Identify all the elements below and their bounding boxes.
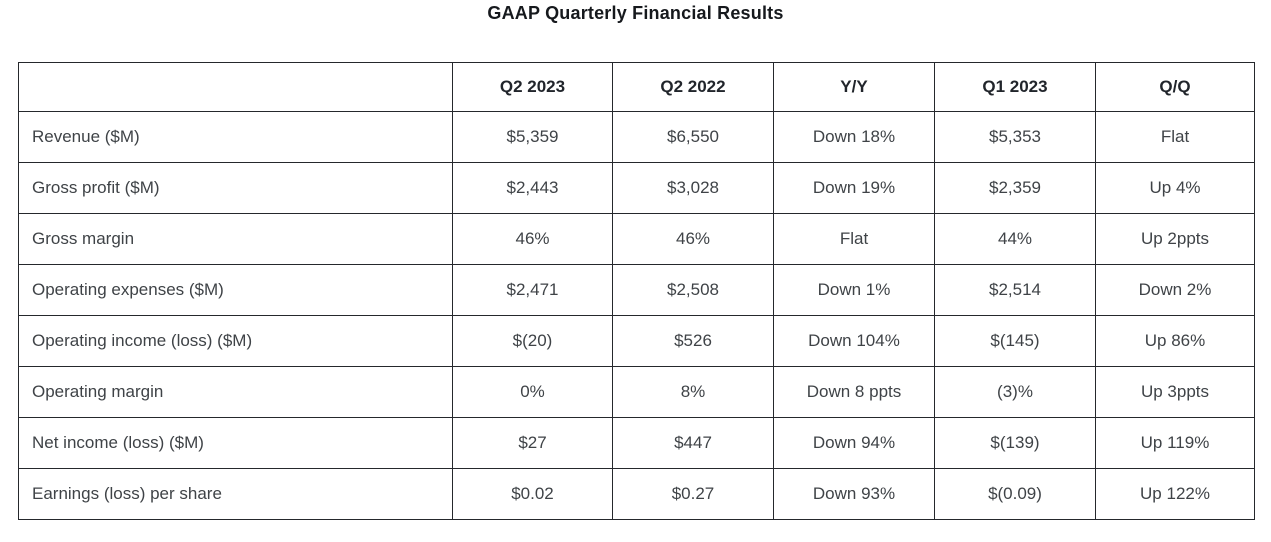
cell-yoy: Down 94% bbox=[773, 417, 935, 469]
cell-qoq: Up 86% bbox=[1095, 315, 1255, 367]
cell-q1-2023: (3)% bbox=[934, 366, 1096, 418]
cell-q1-2023: $(139) bbox=[934, 417, 1096, 469]
cell-yoy: Flat bbox=[773, 213, 935, 265]
cell-q1-2023: $(0.09) bbox=[934, 468, 1096, 520]
cell-yoy: Down 8 ppts bbox=[773, 366, 935, 418]
table-row-operating-expenses: Operating expenses ($M) $2,471 $2,508 Do… bbox=[18, 264, 1255, 316]
cell-yoy: Down 1% bbox=[773, 264, 935, 316]
row-label: Revenue ($M) bbox=[18, 111, 453, 163]
cell-qoq: Up 3ppts bbox=[1095, 366, 1255, 418]
row-label: Earnings (loss) per share bbox=[18, 468, 453, 520]
cell-q1-2023: $(145) bbox=[934, 315, 1096, 367]
cell-yoy: Down 18% bbox=[773, 111, 935, 163]
cell-q1-2023: $2,514 bbox=[934, 264, 1096, 316]
table-row-net-income: Net income (loss) ($M) $27 $447 Down 94%… bbox=[18, 417, 1255, 469]
cell-q2-2023: $2,471 bbox=[452, 264, 613, 316]
column-header-metric bbox=[18, 62, 453, 112]
cell-qoq: Up 2ppts bbox=[1095, 213, 1255, 265]
cell-q1-2023: 44% bbox=[934, 213, 1096, 265]
cell-q2-2022: $0.27 bbox=[612, 468, 774, 520]
cell-qoq: Flat bbox=[1095, 111, 1255, 163]
row-label: Operating margin bbox=[18, 366, 453, 418]
cell-q2-2022: $447 bbox=[612, 417, 774, 469]
cell-q1-2023: $5,353 bbox=[934, 111, 1096, 163]
table-row-operating-margin: Operating margin 0% 8% Down 8 ppts (3)% … bbox=[18, 366, 1255, 418]
cell-qoq: Up 122% bbox=[1095, 468, 1255, 520]
column-header-yoy: Y/Y bbox=[773, 62, 935, 112]
cell-q2-2022: 46% bbox=[612, 213, 774, 265]
cell-q2-2023: $(20) bbox=[452, 315, 613, 367]
cell-q2-2022: $6,550 bbox=[612, 111, 774, 163]
table-row-eps: Earnings (loss) per share $0.02 $0.27 Do… bbox=[18, 468, 1255, 520]
column-header-qoq: Q/Q bbox=[1095, 62, 1255, 112]
table-row-operating-income: Operating income (loss) ($M) $(20) $526 … bbox=[18, 315, 1255, 367]
header-row: Q2 2023 Q2 2022 Y/Y Q1 2023 Q/Q bbox=[18, 62, 1255, 112]
row-label: Gross margin bbox=[18, 213, 453, 265]
column-header-q2-2023: Q2 2023 bbox=[452, 62, 613, 112]
row-label: Net income (loss) ($M) bbox=[18, 417, 453, 469]
cell-qoq: Up 119% bbox=[1095, 417, 1255, 469]
cell-q2-2023: $0.02 bbox=[452, 468, 613, 520]
row-label: Operating expenses ($M) bbox=[18, 264, 453, 316]
table-row-gross-profit: Gross profit ($M) $2,443 $3,028 Down 19%… bbox=[18, 162, 1255, 214]
cell-q1-2023: $2,359 bbox=[934, 162, 1096, 214]
column-header-q1-2023: Q1 2023 bbox=[934, 62, 1096, 112]
cell-qoq: Down 2% bbox=[1095, 264, 1255, 316]
cell-q2-2022: $526 bbox=[612, 315, 774, 367]
cell-q2-2023: 46% bbox=[452, 213, 613, 265]
cell-yoy: Down 104% bbox=[773, 315, 935, 367]
cell-q2-2022: 8% bbox=[612, 366, 774, 418]
row-label: Operating income (loss) ($M) bbox=[18, 315, 453, 367]
cell-q2-2023: 0% bbox=[452, 366, 613, 418]
financial-table-container: Q2 2023 Q2 2022 Y/Y Q1 2023 Q/Q Revenue … bbox=[18, 62, 1255, 520]
cell-q2-2022: $2,508 bbox=[612, 264, 774, 316]
row-label: Gross profit ($M) bbox=[18, 162, 453, 214]
table-row-gross-margin: Gross margin 46% 46% Flat 44% Up 2ppts bbox=[18, 213, 1255, 265]
cell-qoq: Up 4% bbox=[1095, 162, 1255, 214]
page-title: GAAP Quarterly Financial Results bbox=[487, 3, 784, 23]
column-header-q2-2022: Q2 2022 bbox=[612, 62, 774, 112]
cell-yoy: Down 19% bbox=[773, 162, 935, 214]
gaap-quarterly-results-table: Q2 2023 Q2 2022 Y/Y Q1 2023 Q/Q Revenue … bbox=[18, 62, 1255, 520]
cell-q2-2023: $27 bbox=[452, 417, 613, 469]
table-row-revenue: Revenue ($M) $5,359 $6,550 Down 18% $5,3… bbox=[18, 111, 1255, 163]
cell-q2-2023: $5,359 bbox=[452, 111, 613, 163]
cell-q2-2022: $3,028 bbox=[612, 162, 774, 214]
cell-yoy: Down 93% bbox=[773, 468, 935, 520]
cell-q2-2023: $2,443 bbox=[452, 162, 613, 214]
